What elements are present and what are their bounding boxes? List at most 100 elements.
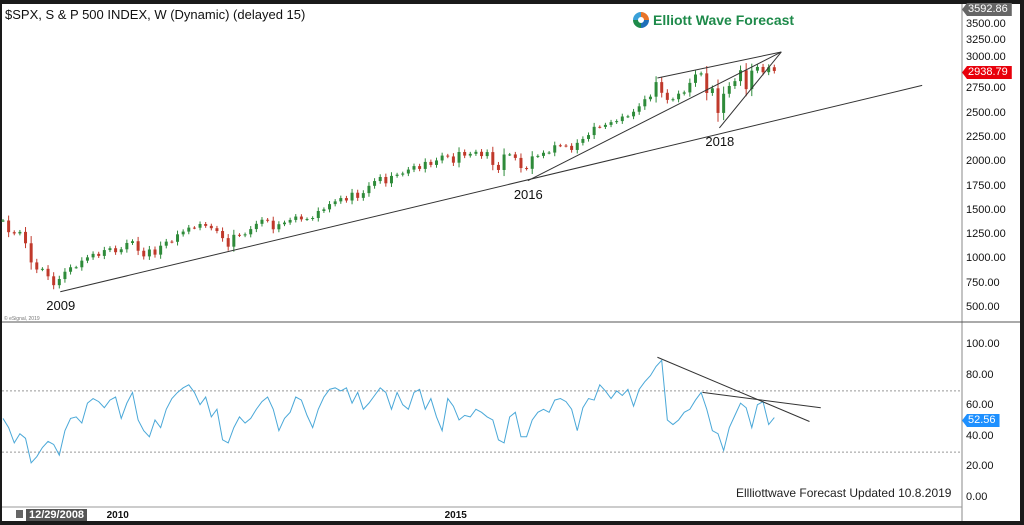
- candle: [767, 67, 771, 73]
- candle: [575, 142, 579, 150]
- candle: [226, 238, 230, 247]
- price-tick-label: 750.00: [966, 276, 1000, 289]
- candle: [525, 168, 529, 170]
- candle: [451, 156, 455, 163]
- price-trendline: [60, 84, 923, 293]
- candle: [750, 70, 754, 90]
- candle: [603, 124, 607, 127]
- candle: [609, 122, 613, 125]
- candle: [513, 154, 517, 158]
- price-tick-label: 3250.00: [966, 33, 1006, 46]
- candle: [136, 241, 140, 251]
- candle: [299, 216, 303, 220]
- candle: [665, 92, 669, 100]
- rsi-tick-label: 20.00: [966, 460, 994, 473]
- candle: [130, 241, 134, 243]
- calendar-icon[interactable]: [16, 510, 23, 518]
- candle: [406, 169, 410, 174]
- candle: [632, 111, 636, 117]
- candle: [446, 155, 450, 157]
- rsi-tick-label: 0.00: [966, 491, 988, 503]
- candle: [344, 198, 348, 201]
- chart-title: $SPX, S & P 500 INDEX, W (Dynamic) (dela…: [5, 7, 306, 22]
- candle: [102, 250, 106, 256]
- time-tick-label: 2010: [106, 510, 129, 521]
- candle: [553, 145, 557, 153]
- candle: [288, 219, 292, 223]
- candle: [677, 93, 681, 100]
- candle: [192, 227, 196, 229]
- candle: [435, 160, 439, 165]
- candle: [739, 70, 743, 82]
- candle: [710, 88, 714, 93]
- candle: [114, 248, 118, 253]
- candle: [125, 242, 129, 250]
- candle: [63, 271, 67, 280]
- candle: [232, 234, 236, 247]
- candle: [491, 152, 495, 165]
- rsi-tick-label: 100.00: [966, 338, 1000, 350]
- candle: [283, 222, 286, 225]
- candle: [705, 73, 709, 93]
- candle: [463, 151, 467, 156]
- candle: [356, 192, 360, 198]
- rsi-value-badge: 52.56: [962, 414, 1000, 427]
- price-tick-label: 500.00: [966, 301, 1000, 313]
- candle: [367, 185, 371, 194]
- candle: [440, 155, 444, 161]
- candle: [215, 228, 219, 232]
- candle: [378, 176, 382, 182]
- candle: [615, 121, 619, 123]
- candle: [35, 262, 39, 270]
- candle: [24, 231, 28, 244]
- candle: [339, 198, 343, 202]
- candle: [502, 154, 506, 170]
- candle: [108, 248, 112, 251]
- candle: [254, 223, 258, 230]
- candle: [316, 210, 320, 218]
- candle: [564, 145, 568, 147]
- candle: [80, 260, 84, 268]
- candle: [671, 99, 675, 101]
- watermark: © eSignal, 2019: [4, 316, 40, 322]
- candle: [85, 257, 89, 261]
- price-tick-label: 2250.00: [966, 130, 1006, 143]
- candle: [187, 227, 191, 232]
- candle: [198, 224, 202, 228]
- candle: [423, 161, 427, 169]
- candle: [581, 138, 585, 143]
- candle: [755, 66, 759, 71]
- candle: [294, 216, 298, 220]
- chart-window: [2, 4, 1020, 521]
- price-trendline: [527, 51, 782, 182]
- price-tick-label: 2500.00: [966, 106, 1006, 119]
- candle: [389, 175, 393, 184]
- update-note: Ellliottwave Forecast Updated 10.8.2019: [736, 486, 952, 500]
- candle: [660, 82, 664, 93]
- candle: [243, 234, 247, 236]
- candle: [249, 229, 253, 235]
- price-tick-label: 3500.00: [966, 18, 1006, 30]
- candle: [772, 67, 776, 71]
- candle: [716, 88, 720, 113]
- candle: [722, 93, 726, 113]
- price-tick-label: 2750.00: [966, 82, 1006, 95]
- candle: [648, 96, 652, 100]
- candle: [237, 234, 241, 236]
- candle: [693, 74, 697, 83]
- candle: [727, 85, 731, 94]
- rsi-line: [2, 359, 775, 464]
- wave-label-2018: 2018: [705, 134, 735, 150]
- candle: [699, 73, 703, 75]
- candle: [587, 135, 591, 139]
- candle: [654, 82, 658, 97]
- candle: [541, 152, 545, 156]
- candle: [643, 99, 647, 107]
- candle: [429, 161, 433, 165]
- candle: [170, 241, 174, 243]
- candle: [40, 268, 44, 270]
- rsi-trendline: [657, 356, 810, 422]
- price-tick-label: 2000.00: [966, 155, 1006, 168]
- rsi-tick-label: 40.00: [966, 430, 994, 442]
